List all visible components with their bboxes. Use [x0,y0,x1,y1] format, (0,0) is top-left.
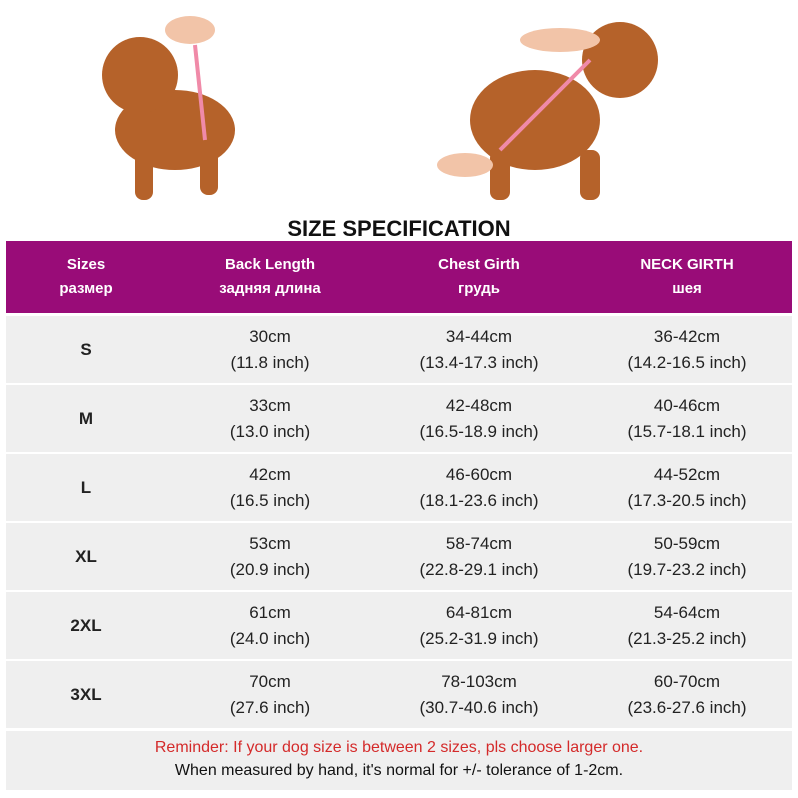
cell-line: 44-52cm [653,465,721,484]
cell-line: (11.8 inch) [230,353,310,372]
header-cell: Sizes размер [0,253,186,301]
cell-line: (19.7-23.2 inch) [627,560,747,579]
cell-line: (13.0 inch) [229,422,311,441]
header-cell: Chest Girth грудь [379,253,579,301]
table-cell: 42-48cm (16.5-18.9 inch) [379,393,579,445]
table-cell: 54-64cm (21.3-25.2 inch) [587,600,787,652]
footer: Reminder: If your dog size is between 2 … [6,731,792,790]
header-line: Sizes [66,256,106,273]
cell-line: 46-60cm [445,465,513,484]
cell-line: (23.6-27.6 inch) [627,698,747,717]
table-cell: 78-103cm (30.7-40.6 inch) [379,669,579,721]
cell-line: (27.6 inch) [229,698,311,717]
table-cell: 70cm (27.6 inch) [170,669,370,721]
size-cell: L [80,478,92,497]
note: When measured by hand, it's normal for +… [174,762,624,779]
table-cell: 64-81cm (25.2-31.9 inch) [379,600,579,652]
table-cell: 60-70cm (23.6-27.6 inch) [587,669,787,721]
table-cell: 46-60cm (18.1-23.6 inch) [379,462,579,514]
cell-line: (20.9 inch) [229,560,311,579]
reminder: Reminder: If your dog size is between 2 … [154,739,644,756]
cell-line: (21.3-25.2 inch) [627,629,747,648]
cell-line: 42cm [249,465,291,484]
table-cell: 40-46cm (15.7-18.1 inch) [587,393,787,445]
header-line: задняя длина [219,280,321,297]
table-row: 2XL 61cm (24.0 inch) 64-81cm (25.2-31.9 inch… [6,592,792,659]
table-cell: 30cm (11.8 inch) [170,324,370,376]
header-cell: NECK GIRTH шея [587,253,787,301]
table-row: L 42cm (16.5 inch) 46-60cm (18.1-23.6 inch) 4… [6,454,792,521]
cell-line: 61cm [249,603,291,622]
cell-line: (25.2-31.9 inch) [419,629,539,648]
table-row: S 30cm (11.8 inch) 34-44cm (13.4-17.3 inch) 3… [6,316,792,383]
header-line: размер [59,280,113,297]
cell-line: (17.3-20.5 inch) [627,491,747,510]
cell-line: (13.4-17.3 inch) [419,353,539,372]
size-cell: 2XL [70,616,102,635]
header-line: грудь [458,280,500,297]
dog-photos [102,16,658,200]
cell-line: 40-46cm [653,396,721,415]
cell-line: 54-64cm [653,603,721,622]
size-cell: XL [75,547,97,566]
size-cell: S [80,340,92,359]
cell-line: 70cm [249,672,291,691]
header-line: шея [672,280,702,297]
table-cell: 58-74cm (22.8-29.1 inch) [379,531,579,583]
table-cell: 42cm (16.5 inch) [170,462,370,514]
cell-line: 58-74cm [445,534,513,553]
cell-line: (18.1-23.6 inch) [419,491,539,510]
table-cell: 61cm (24.0 inch) [170,600,370,652]
table-row: M 33cm (13.0 inch) 42-48cm (16.5-18.9 inch) 4… [6,385,792,452]
cell-line: 78-103cm [441,672,517,691]
title: SIZE SPECIFICATION [287,216,511,241]
header-line: Chest Girth [438,256,520,273]
cell-line: 33cm [249,396,291,415]
table-cell: 53cm (20.9 inch) [170,531,370,583]
cell-line: (24.0 inch) [229,629,311,648]
cell-line: 64-81cm [445,603,513,622]
cell-line: (15.7-18.1 inch) [627,422,747,441]
table-row: XL 53cm (20.9 inch) 58-74cm (22.8-29.1 inch)… [6,523,792,590]
cell-line: 30cm [249,327,291,346]
cell-line: 53cm [249,534,291,553]
table-header: Sizes размер Back Length задняя длина Chest … [6,241,792,313]
cell-line: (30.7-40.6 inch) [419,698,539,717]
table-row: 3XL 70cm (27.6 inch) 78-103cm (30.7-40.6 inc… [6,661,792,728]
table-cell: 33cm (13.0 inch) [170,393,370,445]
header-line: NECK GIRTH [640,256,734,273]
table-cell: 36-42cm (14.2-16.5 inch) [587,324,787,376]
table-cell: 34-44cm (13.4-17.3 inch) [379,324,579,376]
cell-line: 36-42cm [653,327,721,346]
cell-line: (22.8-29.1 inch) [419,560,539,579]
cell-line: 42-48cm [445,396,513,415]
cell-line: 50-59cm [653,534,721,553]
cell-line: 60-70cm [653,672,721,691]
table-cell: 50-59cm (19.7-23.2 inch) [587,531,787,583]
cell-line: 34-44cm [445,327,513,346]
size-cell: M [78,409,94,428]
header-cell: Back Length задняя длина [170,253,370,301]
cell-line: (16.5 inch) [229,491,311,510]
cell-line: (14.2-16.5 inch) [627,353,747,372]
size-cell: 3XL [70,685,102,704]
table-cell: 44-52cm (17.3-20.5 inch) [587,462,787,514]
cell-line: (16.5-18.9 inch) [419,422,539,441]
header-line: Back Length [224,256,315,273]
